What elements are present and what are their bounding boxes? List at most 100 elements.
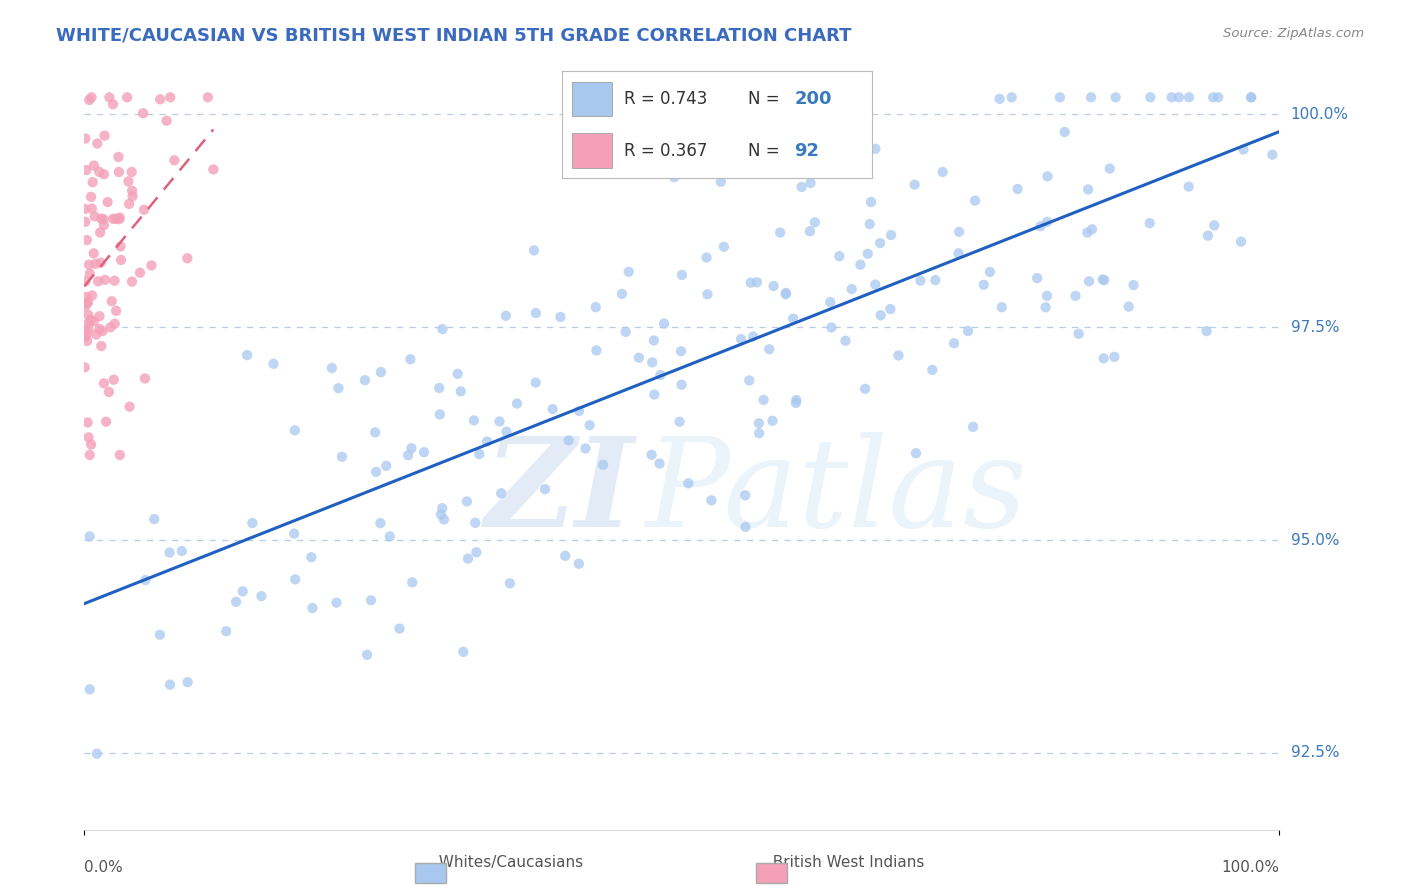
Point bbox=[585, 343, 607, 358]
Point bbox=[910, 274, 932, 288]
Point bbox=[77, 430, 100, 444]
Point bbox=[859, 217, 882, 231]
FancyBboxPatch shape bbox=[572, 134, 612, 168]
Point bbox=[880, 228, 903, 243]
Point bbox=[1240, 90, 1263, 104]
Point bbox=[475, 434, 498, 449]
Point bbox=[1035, 301, 1057, 315]
Point bbox=[1232, 143, 1254, 157]
Point bbox=[79, 267, 101, 281]
Point bbox=[1029, 219, 1052, 234]
Point bbox=[1177, 179, 1199, 194]
Point bbox=[250, 589, 273, 603]
Point bbox=[534, 482, 557, 496]
Point bbox=[118, 197, 141, 211]
Point bbox=[818, 295, 841, 310]
Point bbox=[648, 457, 671, 471]
Point bbox=[77, 295, 100, 310]
Point bbox=[93, 219, 115, 233]
Point bbox=[1118, 300, 1140, 314]
Point bbox=[1092, 273, 1115, 287]
Point bbox=[176, 675, 198, 690]
Point bbox=[141, 259, 163, 273]
Point bbox=[1168, 90, 1191, 104]
Point bbox=[93, 212, 115, 227]
Point bbox=[614, 325, 637, 339]
Point bbox=[568, 404, 591, 418]
Text: N =: N = bbox=[748, 142, 779, 160]
Point bbox=[360, 593, 382, 607]
Point bbox=[134, 371, 156, 385]
Point bbox=[1080, 90, 1102, 104]
Point bbox=[80, 202, 103, 216]
Point bbox=[696, 251, 718, 265]
Text: 92.5%: 92.5% bbox=[1291, 746, 1339, 760]
Point bbox=[495, 425, 517, 439]
Point bbox=[1098, 161, 1121, 176]
Point bbox=[225, 595, 247, 609]
Point bbox=[98, 90, 121, 104]
Point bbox=[284, 423, 307, 437]
Point bbox=[550, 310, 572, 324]
Point bbox=[654, 128, 676, 143]
Point bbox=[585, 300, 607, 314]
Point bbox=[617, 265, 640, 279]
Point bbox=[242, 516, 264, 530]
Point bbox=[973, 277, 995, 292]
Point bbox=[83, 210, 105, 224]
Point bbox=[101, 97, 124, 112]
Point bbox=[865, 277, 887, 292]
Point bbox=[931, 165, 953, 179]
Point bbox=[524, 306, 547, 320]
Point bbox=[1078, 274, 1101, 288]
Point bbox=[799, 176, 821, 190]
Point bbox=[965, 194, 987, 208]
Point bbox=[79, 682, 101, 697]
Point bbox=[89, 322, 111, 336]
Point bbox=[94, 273, 117, 287]
Point bbox=[197, 90, 219, 104]
Point bbox=[370, 365, 392, 379]
Point bbox=[740, 276, 762, 290]
Point bbox=[758, 343, 780, 357]
Point bbox=[453, 645, 475, 659]
Point bbox=[104, 274, 127, 288]
Point bbox=[299, 550, 322, 565]
Point bbox=[121, 184, 143, 198]
Point bbox=[110, 239, 132, 253]
Point bbox=[399, 352, 422, 367]
Point bbox=[76, 326, 98, 341]
Point bbox=[388, 622, 411, 636]
Point bbox=[80, 437, 103, 451]
Point bbox=[956, 324, 979, 338]
Point bbox=[790, 180, 813, 194]
Point bbox=[378, 529, 401, 543]
Point bbox=[79, 448, 101, 462]
Point bbox=[93, 167, 115, 181]
Point bbox=[356, 648, 378, 662]
Text: 97.5%: 97.5% bbox=[1291, 319, 1339, 334]
Point bbox=[643, 334, 665, 348]
Point bbox=[1240, 90, 1263, 104]
Point bbox=[103, 373, 125, 387]
Point bbox=[506, 396, 529, 410]
Point bbox=[75, 215, 97, 229]
Point bbox=[841, 282, 863, 296]
Point bbox=[75, 131, 97, 145]
Point bbox=[75, 290, 97, 304]
Point bbox=[284, 573, 307, 587]
Point bbox=[77, 93, 100, 107]
Point bbox=[804, 215, 827, 229]
Point bbox=[820, 320, 842, 334]
Point bbox=[948, 246, 970, 260]
Point bbox=[236, 348, 259, 362]
Point bbox=[100, 294, 122, 309]
Point bbox=[77, 321, 100, 335]
Point bbox=[263, 357, 285, 371]
Point bbox=[430, 508, 453, 522]
Point bbox=[90, 339, 112, 353]
Point bbox=[775, 287, 797, 301]
Point bbox=[84, 327, 107, 342]
Point bbox=[76, 317, 98, 331]
Point bbox=[745, 275, 768, 289]
